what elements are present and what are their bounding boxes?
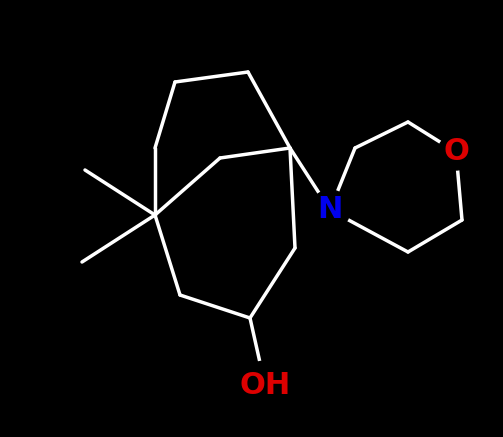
Text: O: O xyxy=(443,138,469,166)
Circle shape xyxy=(310,190,350,230)
Text: OH: OH xyxy=(239,371,291,399)
Circle shape xyxy=(241,361,289,409)
Text: N: N xyxy=(317,195,343,225)
Circle shape xyxy=(438,134,474,170)
